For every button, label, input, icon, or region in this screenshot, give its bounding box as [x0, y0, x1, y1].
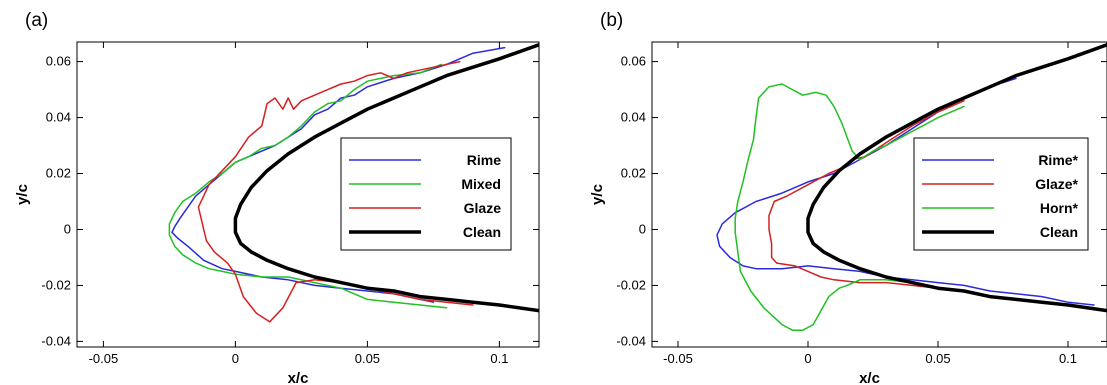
legend-label: Rime*: [1038, 152, 1078, 168]
series-line-clean: [806, 43, 1107, 313]
legend: Rime Mixed Glaze Clean: [340, 137, 512, 251]
y-tick-label: 0.06: [621, 54, 646, 69]
y-tick-label: -0.02: [41, 277, 71, 292]
y-tick-label: 0.06: [46, 54, 71, 69]
y-axis-label: y/c: [589, 184, 606, 205]
y-tick-label: 0.04: [621, 110, 646, 125]
plot-frame: [76, 41, 540, 348]
panel-label: (b): [600, 10, 623, 31]
x-tick-label: 0.05: [355, 351, 380, 366]
panel-label: (a): [25, 10, 48, 31]
x-tick-label: -0.05: [89, 351, 119, 366]
legend: Rime* Glaze* Horn* Clean: [913, 137, 1089, 251]
x-tick-label: 0.1: [1059, 351, 1077, 366]
y-axis-label: y/c: [14, 184, 31, 205]
series-line-mixed: [168, 63, 448, 309]
plot-frame: [651, 41, 1107, 348]
x-tick-label: 0.1: [490, 351, 508, 366]
y-tick-label: 0.02: [46, 166, 71, 181]
series-group: [168, 43, 539, 323]
chart-panel-2: (b) -0.05 0 0.05 0.1 -0.04 -0.02 0 0.02 0.04 0.06 x…: [589, 10, 1107, 385]
legend-label: Mixed: [461, 176, 501, 192]
legend-label: Clean: [1040, 224, 1078, 240]
y-tick-label: -0.04: [616, 333, 646, 348]
legend-label: Horn*: [1040, 200, 1079, 216]
y-tick-label: -0.02: [616, 277, 646, 292]
series-group: [716, 43, 1107, 331]
legend-label: Clean: [463, 224, 501, 240]
x-tick-label: 0: [232, 351, 239, 366]
y-tick-label: -0.04: [41, 333, 71, 348]
legend-label: Rime: [467, 152, 501, 168]
legend-label: Glaze: [464, 200, 502, 216]
x-tick-label: -0.05: [663, 351, 693, 366]
x-axis-label: x/c: [288, 370, 309, 385]
y-tick-label: 0: [64, 221, 71, 236]
series-line-glaze: [197, 60, 474, 323]
chart-panel-1: (a) -0.05 0 0.05 0.1 -0.04 -0.02 0 0.02 0.04 0.06 x…: [14, 10, 540, 385]
x-tick-label: 0.05: [925, 351, 950, 366]
legend-label: Glaze*: [1035, 176, 1078, 192]
series-line-clean: [233, 43, 539, 313]
y-tick-label: 0.02: [621, 166, 646, 181]
y-tick-label: 0.04: [46, 110, 71, 125]
x-axis-label: x/c: [859, 370, 880, 385]
y-tick-label: 0: [639, 221, 646, 236]
series-line-rime: [171, 46, 506, 303]
x-tick-label: 0: [804, 351, 811, 366]
